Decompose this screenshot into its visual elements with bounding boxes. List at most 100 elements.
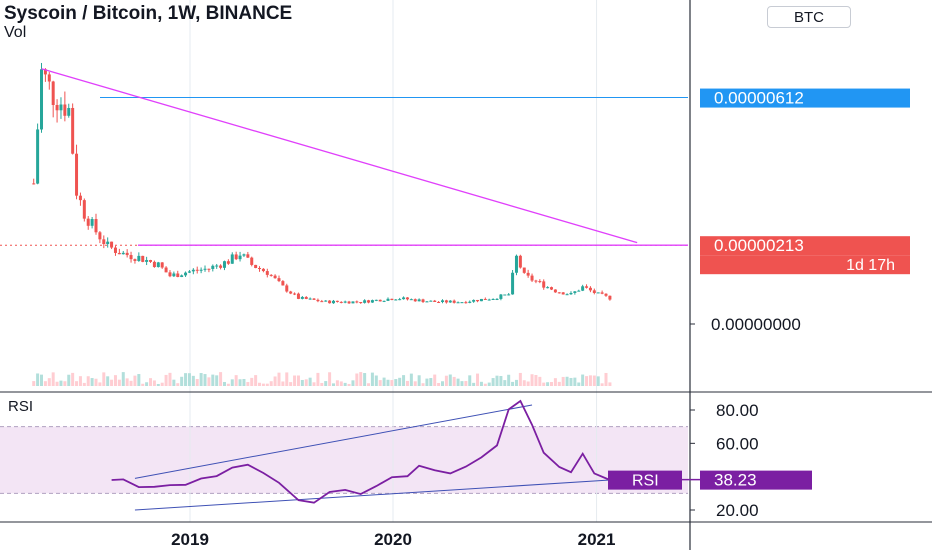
volume-bar bbox=[207, 377, 211, 386]
volume-bar bbox=[320, 382, 324, 386]
candle-body bbox=[129, 255, 133, 260]
candle-body bbox=[542, 281, 546, 288]
candle-body bbox=[476, 299, 480, 302]
volume-bar bbox=[261, 383, 265, 386]
candle-body bbox=[43, 69, 47, 75]
volume-bar bbox=[246, 382, 250, 386]
volume-bar bbox=[168, 372, 172, 386]
volume-bar bbox=[331, 383, 335, 386]
candle-body bbox=[110, 241, 114, 248]
volume-bar bbox=[421, 383, 425, 386]
volume-bar bbox=[289, 382, 293, 386]
chart-title: Syscoin / Bitcoin, 1W, BINANCE bbox=[4, 3, 293, 24]
volume-bar bbox=[121, 372, 125, 386]
candle-body bbox=[285, 285, 289, 292]
candle-body bbox=[487, 299, 491, 301]
rsi-value-label: 38.23 bbox=[714, 471, 757, 490]
volume-bar bbox=[141, 383, 145, 386]
volume-bar bbox=[557, 381, 561, 386]
volume-bar bbox=[184, 373, 188, 386]
volume-bar bbox=[110, 379, 114, 386]
candle-body bbox=[479, 298, 483, 302]
volume-bar bbox=[491, 378, 495, 386]
price-candles[interactable] bbox=[32, 62, 612, 304]
volume-bar bbox=[219, 372, 223, 386]
candle-body bbox=[281, 281, 285, 286]
volume-bar bbox=[129, 380, 133, 386]
candle-body bbox=[324, 300, 328, 302]
candle-body bbox=[425, 301, 429, 303]
volume-bar bbox=[242, 378, 246, 386]
rsi-tick-label: 20.00 bbox=[716, 501, 759, 520]
candle-body bbox=[215, 265, 219, 267]
volume-bar bbox=[195, 379, 199, 386]
volume-bar bbox=[40, 374, 44, 386]
candle-body bbox=[51, 81, 55, 105]
price-tick-label: 0.00000000 bbox=[711, 315, 801, 334]
candle-body bbox=[522, 267, 526, 273]
candle-body bbox=[440, 300, 444, 303]
candle-body bbox=[382, 300, 386, 302]
volume-bar bbox=[534, 374, 538, 386]
candle-body bbox=[429, 300, 433, 302]
rsi-line bbox=[111, 399, 611, 504]
volume-bar bbox=[429, 378, 433, 386]
candle-body bbox=[176, 273, 180, 278]
volume-bar bbox=[47, 378, 51, 386]
candle-body bbox=[538, 281, 542, 283]
candle-body bbox=[557, 292, 561, 294]
drawn-lines[interactable] bbox=[0, 0, 688, 511]
candle-body bbox=[90, 219, 94, 226]
candle-body bbox=[199, 269, 203, 271]
volume-bar bbox=[343, 382, 347, 386]
volume-bar bbox=[398, 377, 402, 386]
candle-body bbox=[160, 262, 164, 268]
candle-body bbox=[98, 232, 102, 240]
candle-body bbox=[433, 300, 437, 302]
candle-body bbox=[145, 260, 149, 262]
volume-bars bbox=[32, 372, 612, 386]
candle-body bbox=[113, 247, 117, 253]
candle-body bbox=[472, 299, 476, 302]
candle-body bbox=[102, 239, 106, 245]
volume-bar bbox=[511, 381, 515, 386]
candle-body bbox=[269, 274, 273, 276]
volume-bar bbox=[176, 383, 180, 386]
candle-body bbox=[67, 107, 71, 116]
candle-body bbox=[585, 286, 589, 288]
price-axis[interactable] bbox=[689, 0, 695, 550]
candle-body bbox=[592, 290, 596, 294]
volume-bar bbox=[499, 376, 503, 386]
candle-body bbox=[581, 286, 585, 291]
volume-bar bbox=[487, 382, 491, 386]
volume-bar bbox=[542, 382, 546, 386]
volume-bar bbox=[273, 376, 277, 386]
candle-body bbox=[335, 300, 339, 302]
candle-body bbox=[328, 300, 332, 304]
candle-body bbox=[608, 295, 612, 300]
volume-bar bbox=[425, 378, 429, 386]
volume-bar bbox=[187, 373, 191, 386]
candle-body bbox=[413, 299, 417, 302]
candle-body bbox=[600, 292, 604, 294]
candle-body bbox=[258, 268, 262, 270]
candle-body bbox=[289, 291, 293, 294]
volume-bar bbox=[51, 372, 55, 386]
rsi-band bbox=[0, 426, 688, 494]
volume-bar bbox=[585, 376, 589, 386]
volume-bar bbox=[495, 375, 499, 386]
candle-body bbox=[363, 300, 367, 303]
currency-button[interactable]: BTC bbox=[767, 6, 851, 28]
volume-bar bbox=[172, 379, 176, 386]
candle-body bbox=[452, 300, 456, 303]
rsi-tick-label: 60.00 bbox=[716, 434, 759, 453]
volume-bar bbox=[374, 375, 378, 386]
time-tick-label: 2021 bbox=[578, 530, 616, 549]
current-price-label: 0.00000213 bbox=[714, 236, 804, 255]
volume-bar bbox=[413, 381, 417, 386]
candle-body bbox=[546, 287, 550, 289]
volume-bar bbox=[222, 381, 226, 386]
candle-body bbox=[320, 301, 324, 303]
volume-bar bbox=[592, 375, 596, 386]
